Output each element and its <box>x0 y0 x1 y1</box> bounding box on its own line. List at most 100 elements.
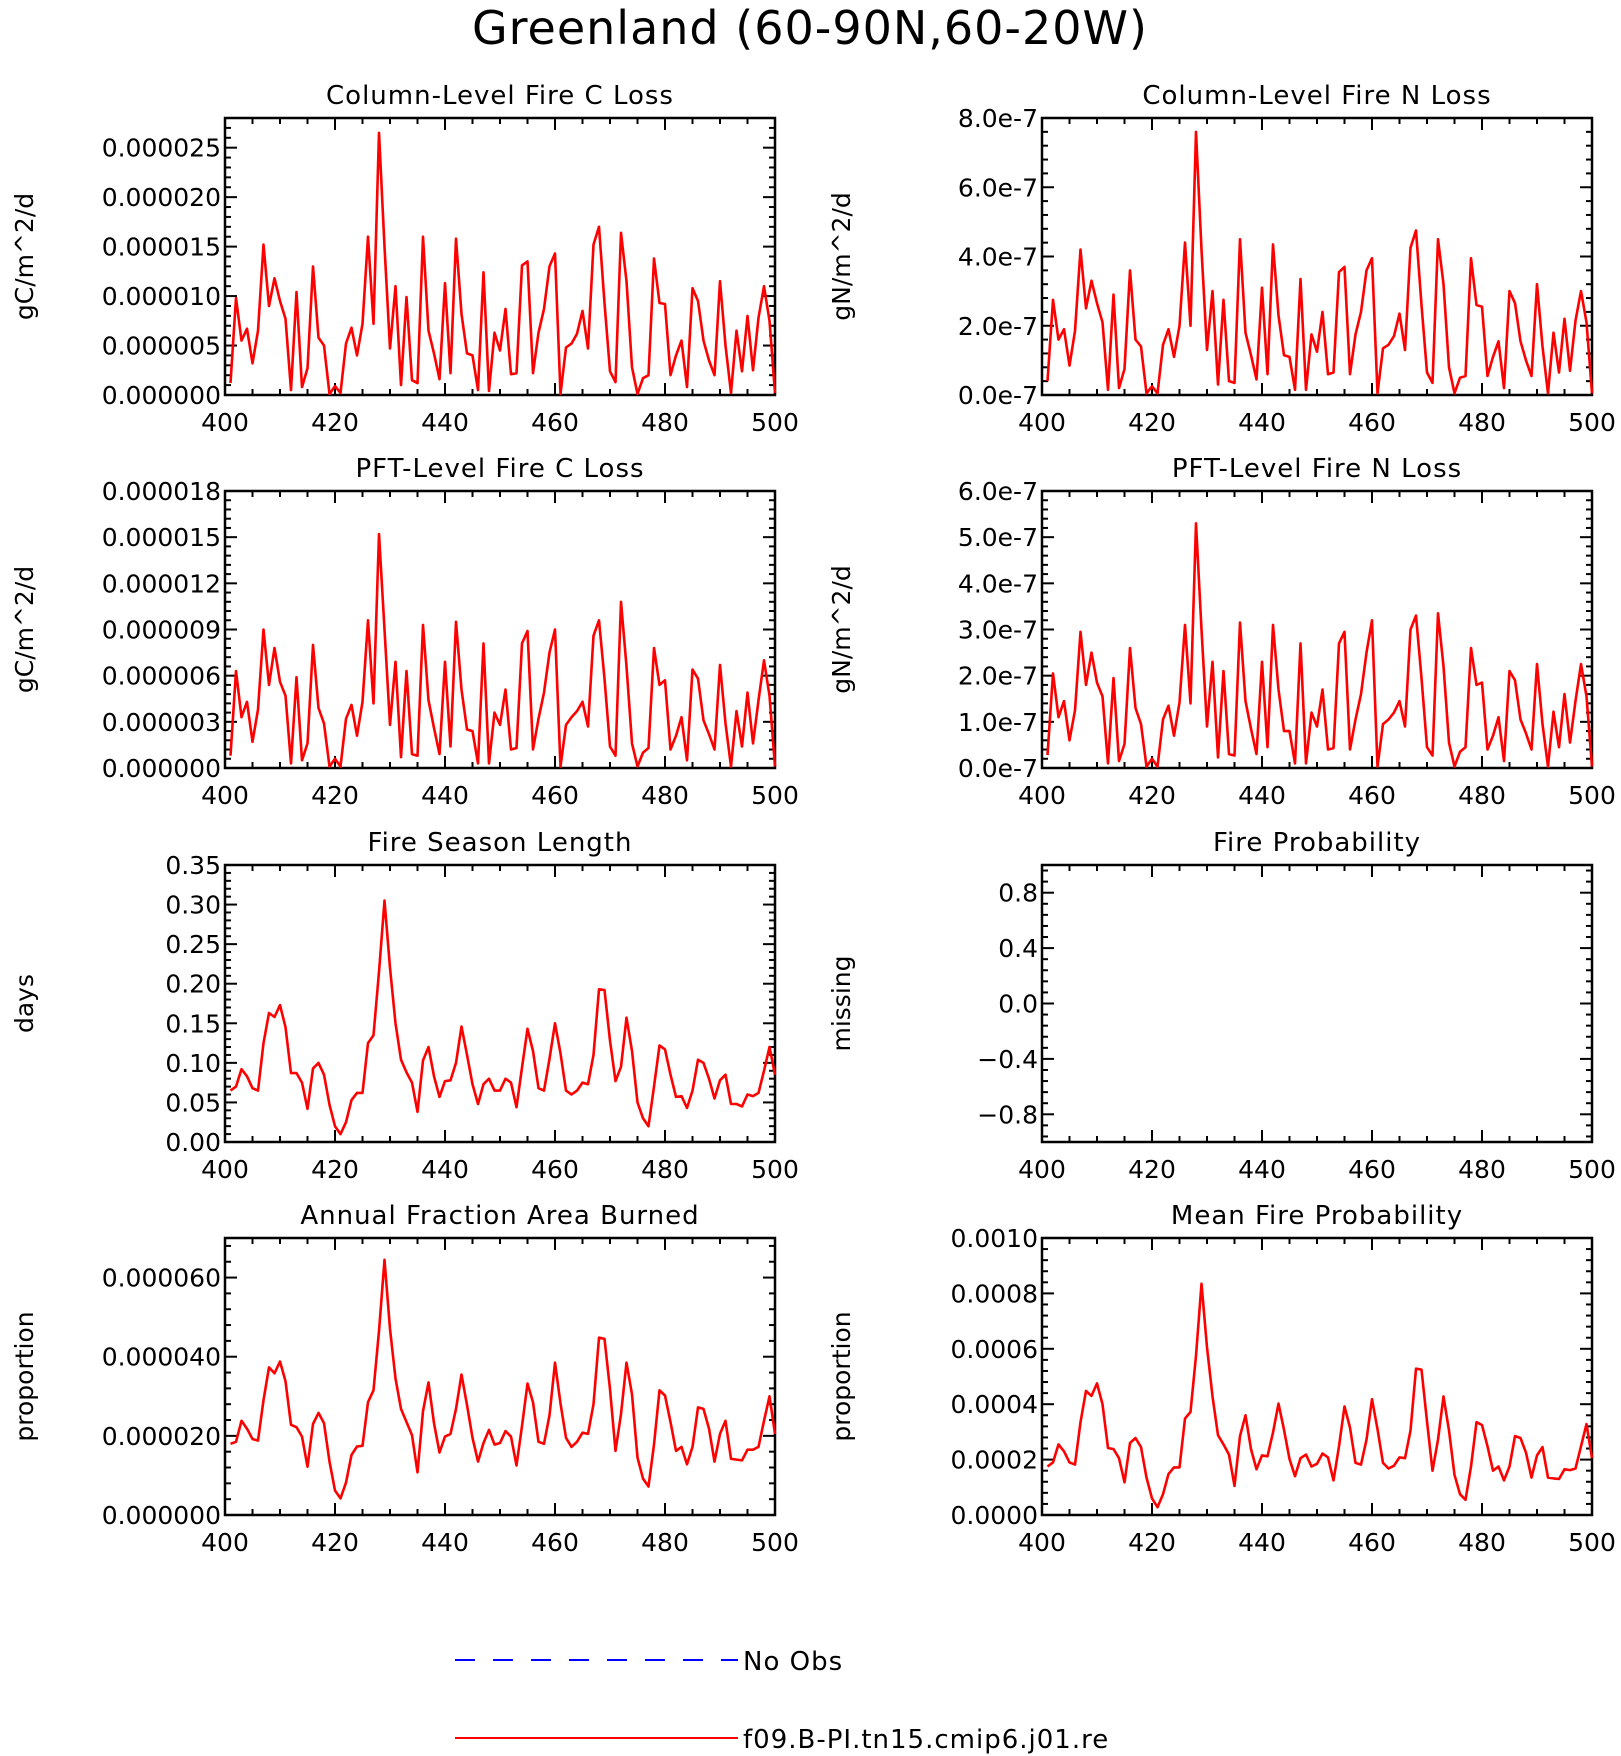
x-tick-label: 420 <box>1128 781 1176 810</box>
x-tick-label: 400 <box>1018 781 1066 810</box>
x-tick-label: 400 <box>201 1155 249 1184</box>
x-tick-label: 480 <box>641 1155 689 1184</box>
x-tick-label: 440 <box>421 1155 469 1184</box>
panel-title: PFT-Level Fire N Loss <box>1172 454 1462 484</box>
x-tick-label: 420 <box>311 1155 359 1184</box>
y-tick-label: 0.000025 <box>102 134 221 163</box>
x-tick-label: 460 <box>531 1528 579 1557</box>
y-tick-label: −0.8 <box>977 1100 1038 1129</box>
y-tick-label: 0.000000 <box>102 381 221 410</box>
x-tick-label: 500 <box>751 781 799 810</box>
y-axis-label: gC/m^2/d <box>10 566 39 693</box>
series-line <box>229 131 777 396</box>
y-tick-label: 4.0e-7 <box>958 243 1038 272</box>
x-tick-label: 420 <box>1128 408 1176 437</box>
x-tick-label: 480 <box>641 781 689 810</box>
plot-frame <box>223 1236 777 1517</box>
x-tick-label: 500 <box>1568 1528 1616 1557</box>
y-tick-label: 0.000020 <box>102 183 221 212</box>
y-tick-label: 0.0006 <box>951 1335 1038 1364</box>
legend-label-no-obs: No Obs <box>743 1647 843 1677</box>
y-axis-label: proportion <box>10 1311 39 1441</box>
x-tick-label: 500 <box>1568 781 1616 810</box>
y-tick-label: −0.4 <box>977 1045 1038 1074</box>
x-tick-label: 460 <box>531 1155 579 1184</box>
x-tick-label: 500 <box>1568 1155 1616 1184</box>
x-tick-label: 420 <box>1128 1155 1176 1184</box>
x-tick-label: 480 <box>1458 408 1506 437</box>
y-tick-label: 0.10 <box>165 1049 221 1078</box>
panel-title: Column-Level Fire N Loss <box>1142 81 1491 111</box>
y-tick-label: 0.30 <box>165 891 221 920</box>
legend: No Obs f09.B-PI.tn15.cmip6.j01.re <box>455 1647 1109 1755</box>
y-tick-label: 0.8 <box>998 879 1038 908</box>
x-tick-label: 480 <box>641 1528 689 1557</box>
y-tick-label: 1.0e-7 <box>958 708 1038 737</box>
y-tick-label: 0.000018 <box>102 477 221 506</box>
x-tick-label: 460 <box>1348 781 1396 810</box>
x-tick-label: 460 <box>531 781 579 810</box>
x-tick-label: 440 <box>1238 1528 1286 1557</box>
x-tick-label: 440 <box>1238 781 1286 810</box>
x-tick-label: 400 <box>1018 1155 1066 1184</box>
panel-column-level-fire-c-loss: 400 420 440 460 480 500 0.000000 0.000005 0.0000… <box>10 81 799 437</box>
y-tick-label: 3.0e-7 <box>958 616 1038 645</box>
y-tick-label: 0.000009 <box>102 616 221 645</box>
y-axis-label: missing <box>827 955 856 1051</box>
x-tick-label: 500 <box>751 1155 799 1184</box>
x-tick-label: 400 <box>1018 1528 1066 1557</box>
x-tick-label: 420 <box>311 781 359 810</box>
y-tick-label: 0.05 <box>165 1088 221 1117</box>
plot-frame <box>1040 863 1594 1144</box>
y-tick-label: 0.0002 <box>951 1446 1038 1475</box>
x-tick-label: 400 <box>201 781 249 810</box>
panel-title: Mean Fire Probability <box>1171 1201 1463 1231</box>
x-tick-label: 480 <box>1458 1528 1506 1557</box>
x-tick-label: 500 <box>751 408 799 437</box>
x-tick-label: 420 <box>311 408 359 437</box>
y-axis-label: gN/m^2/d <box>827 565 856 694</box>
y-axis-label: gC/m^2/d <box>10 193 39 320</box>
y-tick-label: 0.0008 <box>951 1279 1038 1308</box>
y-tick-label: 0.000040 <box>102 1343 221 1372</box>
x-tick-label: 500 <box>1568 408 1616 437</box>
y-tick-label: 0.000015 <box>102 233 221 262</box>
y-axis-label: gN/m^2/d <box>827 192 856 321</box>
y-tick-label: 0.000020 <box>102 1422 221 1451</box>
legend-label-model: f09.B-PI.tn15.cmip6.j01.re <box>743 1725 1109 1755</box>
x-tick-label: 440 <box>421 408 469 437</box>
series-line <box>1046 130 1594 395</box>
y-tick-label: 0.0004 <box>951 1390 1038 1419</box>
y-tick-label: 0.0 <box>998 990 1038 1019</box>
y-tick-label: 6.0e-7 <box>958 173 1038 202</box>
series-line <box>1046 521 1594 768</box>
y-tick-label: 0.000005 <box>102 332 221 361</box>
y-tick-label: 0.000010 <box>102 282 221 311</box>
x-tick-label: 460 <box>1348 408 1396 437</box>
y-tick-label: 5.0e-7 <box>958 523 1038 552</box>
y-tick-label: 4.0e-7 <box>958 569 1038 598</box>
panels: 400 420 440 460 480 500 0.000000 0.000005 0.0000… <box>10 81 1616 1557</box>
y-tick-label: 0.15 <box>165 1009 221 1038</box>
y-tick-label: 0.000060 <box>102 1264 221 1293</box>
y-tick-label: 0.000015 <box>102 523 221 552</box>
y-tick-label: 0.4 <box>998 934 1038 963</box>
y-axis-label: days <box>10 974 39 1033</box>
panel-title: PFT-Level Fire C Loss <box>355 454 644 484</box>
panel-title: Fire Probability <box>1213 828 1421 858</box>
y-tick-label: 2.0e-7 <box>958 312 1038 341</box>
y-tick-label: 8.0e-7 <box>958 104 1038 133</box>
y-tick-label: 0.000003 <box>102 708 221 737</box>
x-tick-label: 440 <box>421 781 469 810</box>
y-tick-label: 0.35 <box>165 851 221 880</box>
x-tick-label: 400 <box>1018 408 1066 437</box>
series-line <box>230 1258 777 1500</box>
panel-column-level-fire-n-loss: 400 420 440 460 480 500 0.0e-7 2.0e-7 4.0e-7 6.0e… <box>827 81 1616 437</box>
y-tick-label: 2.0e-7 <box>958 662 1038 691</box>
y-tick-label: 0.000000 <box>102 1501 221 1530</box>
y-tick-label: 0.0000 <box>951 1501 1038 1530</box>
y-tick-label: 0.25 <box>165 930 221 959</box>
x-tick-label: 440 <box>421 1528 469 1557</box>
x-tick-label: 420 <box>311 1528 359 1557</box>
figure-title: Greenland (60-90N,60-20W) <box>472 1 1148 55</box>
